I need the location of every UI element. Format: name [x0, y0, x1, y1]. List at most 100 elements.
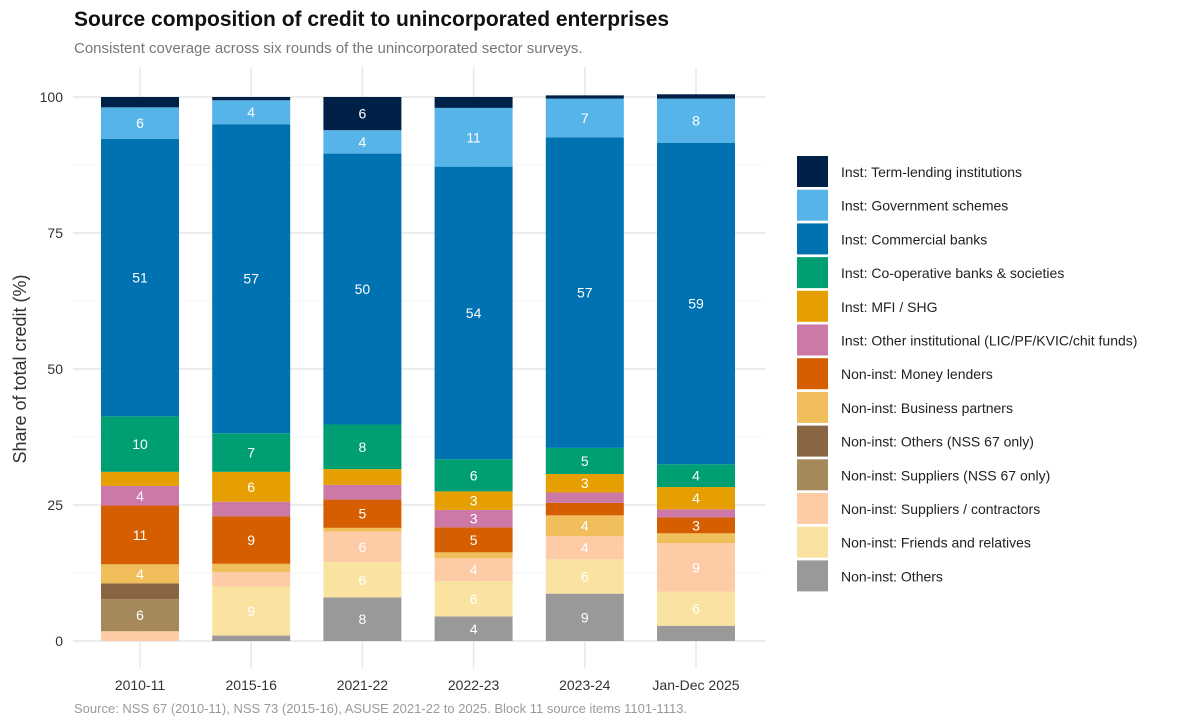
chart-source-caption: Source: NSS 67 (2010-11), NSS 73 (2015-1…	[74, 701, 688, 716]
legend-item-inst-mfi-shg: Inst: MFI / SHG	[797, 290, 937, 322]
y-tick-label: 0	[55, 633, 63, 649]
bar-segment-2023-24-inst-commercial-banks	[545, 137, 624, 448]
bar-segment-2010-11-inst-other-institutional-lic-pf-kvic-chit-funds	[101, 485, 179, 506]
bar-segment-2021-22-non-inst-money-lenders	[323, 499, 402, 528]
legend-swatch	[797, 493, 828, 524]
bar-value-label: 6	[247, 479, 255, 495]
bar-value-label: 7	[581, 110, 589, 126]
bar-value-label: 10	[132, 436, 148, 452]
bar-value-label: 5	[470, 532, 478, 548]
legend-swatch	[797, 223, 828, 255]
bar-value-label: 4	[581, 518, 589, 534]
bar-value-label: 6	[581, 569, 589, 585]
bar-segment-2010-11-inst-mfi-shg	[101, 471, 179, 486]
bar-segment-2015-16-inst-mfi-shg	[212, 471, 291, 502]
legend-swatch	[797, 257, 828, 289]
bar-value-label: 59	[688, 295, 704, 311]
bar-value-label: 3	[692, 517, 700, 533]
bar-value-label: 3	[470, 511, 478, 527]
bar-value-label: 6	[359, 106, 367, 122]
legend-label: Non-inst: Suppliers / contractors	[841, 501, 1040, 517]
bar-segment-2023-24-inst-mfi-shg	[545, 473, 624, 493]
y-tick-label: 75	[47, 225, 63, 241]
legend-item-inst-term-lending-institutions: Inst: Term-lending institutions	[797, 156, 1022, 187]
legend-item-non-inst-suppliers-contractors: Non-inst: Suppliers / contractors	[797, 493, 1040, 524]
bar-segment-2022-23-non-inst-suppliers-contractors	[434, 558, 513, 582]
bar-value-labels: 6411410516996757486658504646453365411964…	[132, 104, 704, 637]
bar-value-label: 5	[581, 453, 589, 469]
bar-segment-2010-11-inst-government-schemes	[101, 107, 179, 139]
bar-segment-2010-11-inst-term-lending-institutions	[101, 97, 179, 108]
bar-value-label: 8	[692, 113, 700, 129]
bar-value-label: 9	[581, 609, 589, 625]
bar-segment-jan-dec-2025-inst-co-operative-banks-societies	[657, 464, 735, 488]
bar-segment-2023-24-non-inst-others	[545, 593, 624, 641]
bar-segment-2015-16-inst-other-institutional-lic-pf-kvic-chit-funds	[212, 501, 291, 517]
bar-segment-2010-11-non-inst-money-lenders	[101, 505, 179, 565]
bar-value-label: 4	[692, 468, 700, 484]
bar-segment-2010-11-inst-commercial-banks	[101, 138, 179, 417]
bar-segment-2015-16-non-inst-others	[212, 635, 291, 641]
bar-segment-2022-23-non-inst-others	[434, 616, 513, 641]
y-axis-title: Share of total credit (%)	[10, 274, 30, 463]
bar-segment-2022-23-inst-term-lending-institutions	[434, 97, 513, 108]
bar-segment-jan-dec-2025-non-inst-friends-and-relatives	[657, 591, 735, 626]
bar-value-label: 9	[692, 559, 700, 575]
bar-value-label: 4	[692, 490, 700, 506]
bar-segment-2021-22-non-inst-friends-and-relatives	[323, 562, 402, 598]
bar-segment-jan-dec-2025-inst-government-schemes	[657, 98, 735, 143]
legend-swatch	[797, 189, 828, 221]
bar-segment-2022-23-inst-other-institutional-lic-pf-kvic-chit-funds	[434, 509, 513, 528]
bar-segment-jan-dec-2025-non-inst-business-partners	[657, 533, 735, 544]
legend-label: Non-inst: Others	[841, 568, 943, 584]
bar-value-label: 6	[359, 572, 367, 588]
bar-value-label: 9	[247, 532, 255, 548]
bar-segment-2023-24-inst-other-institutional-lic-pf-kvic-chit-funds	[545, 492, 624, 503]
legend-swatch	[797, 560, 828, 592]
bar-segment-jan-dec-2025-inst-term-lending-institutions	[657, 94, 735, 99]
bar-segment-2022-23-inst-commercial-banks	[434, 166, 513, 460]
legend-item-non-inst-others-nss-67-only: Non-inst: Others (NSS 67 only)	[797, 425, 1034, 457]
chart-title: Source composition of credit to unincorp…	[74, 8, 670, 31]
bar-value-label: 6	[470, 591, 478, 607]
bar-segment-2021-22-inst-commercial-banks	[323, 153, 402, 425]
bar-segment-2023-24-inst-co-operative-banks-societies	[545, 447, 624, 474]
bar-value-label: 4	[470, 621, 478, 637]
legend-item-inst-co-operative-banks-societies: Inst: Co-operative banks & societies	[797, 257, 1064, 289]
legend-label: Non-inst: Others (NSS 67 only)	[841, 434, 1034, 450]
bar-value-label: 50	[355, 281, 371, 297]
bar-segment-2015-16-inst-term-lending-institutions	[212, 97, 291, 101]
bar-segment-2021-22-non-inst-suppliers-contractors	[323, 531, 402, 563]
x-tick-label: 2015-16	[226, 677, 278, 693]
bar-value-label: 51	[132, 270, 148, 286]
bar-segment-2021-22-non-inst-others	[323, 597, 402, 641]
legend-swatch	[797, 156, 828, 187]
legend-label: Non-inst: Suppliers (NSS 67 only)	[841, 467, 1050, 483]
bar-value-label: 9	[247, 603, 255, 619]
bar-segment-2021-22-inst-co-operative-banks-societies	[323, 424, 402, 470]
bar-value-label: 8	[359, 611, 367, 627]
bar-segment-2015-16-non-inst-business-partners	[212, 563, 291, 572]
bar-segment-2015-16-non-inst-friends-and-relatives	[212, 586, 291, 636]
legend-item-non-inst-others: Non-inst: Others	[797, 560, 943, 592]
bar-segment-2015-16-inst-co-operative-banks-societies	[212, 433, 291, 472]
legend: Inst: Term-lending institutions Inst: Gov…	[797, 156, 1137, 592]
chart-subtitle: Consistent coverage across six rounds of…	[74, 40, 583, 57]
legend-swatch	[797, 526, 828, 558]
legend-item-non-inst-suppliers-nss-67-only: Non-inst: Suppliers (NSS 67 only)	[797, 459, 1050, 491]
bar-value-label: 3	[470, 493, 478, 509]
bar-segment-2022-23-non-inst-friends-and-relatives	[434, 581, 513, 617]
bar-segment-jan-dec-2025-non-inst-money-lenders	[657, 517, 735, 534]
bar-segment-2023-24-inst-government-schemes	[545, 98, 624, 138]
bar-value-label: 4	[581, 540, 589, 556]
bar-segment-2023-24-non-inst-suppliers-contractors	[545, 536, 624, 560]
bar-segment-jan-dec-2025-non-inst-others	[657, 625, 735, 641]
bar-value-label: 11	[133, 527, 148, 543]
legend-item-inst-commercial-banks: Inst: Commercial banks	[797, 223, 987, 255]
bar-segment-2021-22-inst-government-schemes	[323, 130, 402, 154]
bar-value-label: 5	[359, 506, 367, 522]
bar-segment-2021-22-inst-mfi-shg	[323, 469, 402, 485]
y-tick-label: 25	[47, 497, 63, 513]
bar-segment-jan-dec-2025-inst-commercial-banks	[657, 142, 735, 465]
